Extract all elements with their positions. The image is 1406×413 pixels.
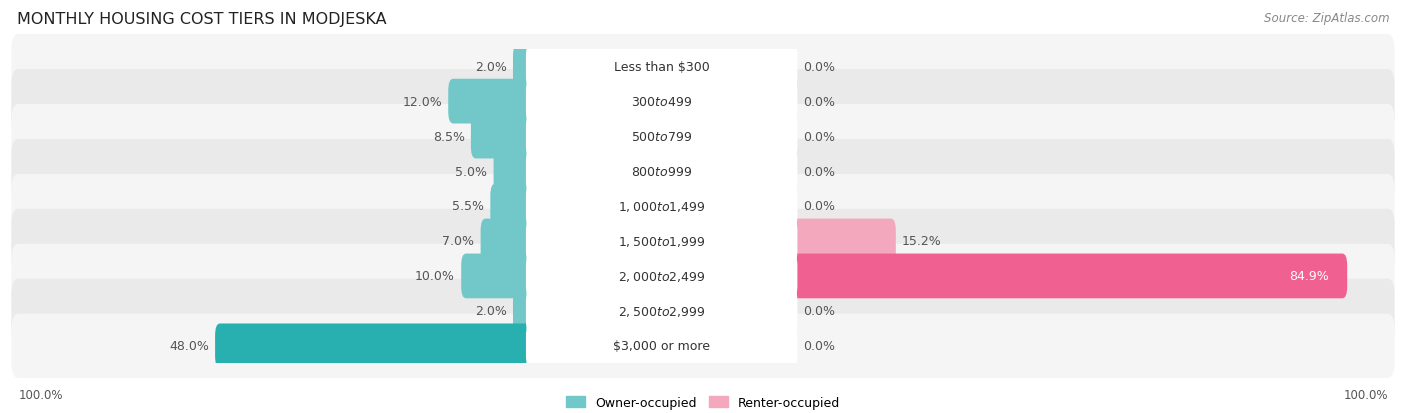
FancyBboxPatch shape: [491, 184, 536, 229]
FancyBboxPatch shape: [11, 174, 1395, 239]
Legend: Owner-occupied, Renter-occupied: Owner-occupied, Renter-occupied: [561, 391, 845, 413]
FancyBboxPatch shape: [449, 80, 536, 124]
Text: $3,000 or more: $3,000 or more: [613, 339, 710, 352]
Text: Less than $300: Less than $300: [614, 61, 710, 74]
Text: 5.0%: 5.0%: [456, 165, 488, 178]
FancyBboxPatch shape: [494, 150, 536, 194]
Text: 48.0%: 48.0%: [169, 339, 209, 352]
FancyBboxPatch shape: [526, 45, 797, 89]
Text: $500 to $799: $500 to $799: [631, 130, 692, 143]
FancyBboxPatch shape: [526, 289, 797, 333]
Text: 2.0%: 2.0%: [475, 61, 506, 74]
FancyBboxPatch shape: [513, 45, 536, 89]
FancyBboxPatch shape: [461, 254, 536, 299]
FancyBboxPatch shape: [11, 35, 1395, 99]
FancyBboxPatch shape: [513, 289, 536, 333]
Text: 0.0%: 0.0%: [804, 339, 835, 352]
FancyBboxPatch shape: [526, 184, 797, 229]
FancyBboxPatch shape: [11, 279, 1395, 343]
FancyBboxPatch shape: [526, 80, 797, 124]
Text: 2.0%: 2.0%: [475, 305, 506, 318]
Text: 15.2%: 15.2%: [903, 235, 942, 248]
FancyBboxPatch shape: [471, 114, 536, 159]
Text: 0.0%: 0.0%: [804, 130, 835, 143]
FancyBboxPatch shape: [526, 324, 797, 368]
Text: 0.0%: 0.0%: [804, 95, 835, 108]
Text: 7.0%: 7.0%: [443, 235, 474, 248]
Text: 8.5%: 8.5%: [433, 130, 465, 143]
Text: $300 to $499: $300 to $499: [631, 95, 692, 108]
Text: 84.9%: 84.9%: [1289, 270, 1329, 283]
Text: 0.0%: 0.0%: [804, 165, 835, 178]
Text: $1,500 to $1,999: $1,500 to $1,999: [617, 235, 706, 248]
FancyBboxPatch shape: [11, 314, 1395, 378]
FancyBboxPatch shape: [526, 114, 797, 159]
Text: $2,500 to $2,999: $2,500 to $2,999: [617, 304, 706, 318]
FancyBboxPatch shape: [11, 70, 1395, 134]
FancyBboxPatch shape: [787, 219, 896, 263]
Text: MONTHLY HOUSING COST TIERS IN MODJESKA: MONTHLY HOUSING COST TIERS IN MODJESKA: [17, 12, 387, 27]
FancyBboxPatch shape: [787, 254, 1347, 299]
Text: 12.0%: 12.0%: [402, 95, 441, 108]
Text: 0.0%: 0.0%: [804, 61, 835, 74]
FancyBboxPatch shape: [526, 219, 797, 263]
Text: Source: ZipAtlas.com: Source: ZipAtlas.com: [1264, 12, 1389, 25]
Text: 100.0%: 100.0%: [18, 389, 63, 401]
Text: $1,000 to $1,499: $1,000 to $1,499: [617, 199, 706, 214]
Text: $800 to $999: $800 to $999: [631, 165, 692, 178]
FancyBboxPatch shape: [215, 324, 536, 368]
FancyBboxPatch shape: [526, 254, 797, 299]
Text: 100.0%: 100.0%: [1343, 389, 1388, 401]
Text: $2,000 to $2,499: $2,000 to $2,499: [617, 269, 706, 283]
Text: 0.0%: 0.0%: [804, 305, 835, 318]
Text: 10.0%: 10.0%: [415, 270, 456, 283]
Text: 5.5%: 5.5%: [453, 200, 484, 213]
FancyBboxPatch shape: [11, 104, 1395, 169]
FancyBboxPatch shape: [526, 150, 797, 194]
FancyBboxPatch shape: [11, 244, 1395, 309]
FancyBboxPatch shape: [481, 219, 536, 263]
Text: 0.0%: 0.0%: [804, 200, 835, 213]
FancyBboxPatch shape: [11, 209, 1395, 273]
FancyBboxPatch shape: [11, 140, 1395, 204]
